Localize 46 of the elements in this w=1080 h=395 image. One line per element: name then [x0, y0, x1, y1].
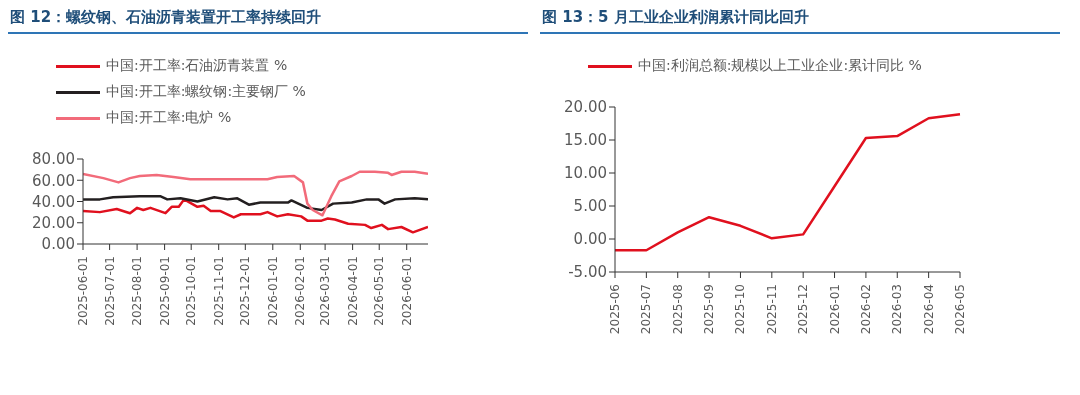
x-tick-label: 2025-08 — [670, 284, 685, 335]
y-tick-label: 10.00 — [564, 164, 607, 183]
y-tick-label: 80.00 — [32, 150, 75, 169]
legend-label: 中国:开工率:石油沥青装置 % — [106, 57, 288, 75]
y-tick-label: -5.00 — [568, 263, 607, 282]
x-tick-label: 2025-12-01 — [238, 256, 253, 326]
y-tick-label: 20.00 — [32, 214, 75, 233]
x-tick-label: 2025-11 — [764, 284, 779, 335]
chart-title: 图 12：螺纹钢、石油沥青装置开工率持续回升 — [8, 8, 528, 34]
x-tick-label: 2026-04-01 — [345, 256, 360, 326]
x-tick-label: 2026-05 — [953, 284, 967, 335]
y-tick-label: 0.00 — [573, 230, 607, 249]
x-tick-label: 2026-05-01 — [372, 256, 387, 326]
x-tick-label: 2026-01 — [827, 284, 842, 335]
x-tick-label: 2025-12 — [796, 284, 811, 335]
chart-title: 图 13：5 月工业企业利润累计同比回升 — [540, 8, 1060, 34]
x-tick-label: 2026-03 — [890, 284, 905, 335]
x-tick-label: 2025-06 — [608, 284, 622, 335]
legend-label: 中国:利润总额:规模以上工业企业:累计同比 % — [638, 57, 922, 75]
line-series — [83, 194, 428, 212]
x-tick-label: 2025-09 — [702, 284, 717, 335]
y-tick-label: 15.00 — [564, 131, 607, 150]
y-tick-label: 5.00 — [573, 197, 607, 216]
line-series — [83, 170, 428, 217]
y-tick-label: 20.00 — [564, 98, 607, 117]
x-tick-label: 2025-11-01 — [211, 256, 226, 326]
line-series — [83, 198, 428, 234]
y-tick-label: 0.00 — [41, 235, 75, 254]
x-tick-label: 2025-07 — [639, 284, 654, 335]
x-tick-label: 2026-02 — [858, 284, 873, 335]
x-tick-label: 2025-10 — [733, 284, 748, 335]
x-tick-label: 2025-10-01 — [184, 256, 199, 326]
x-tick-label: 2025-08-01 — [130, 256, 145, 326]
x-tick-label: 2025-09-01 — [157, 256, 172, 326]
line-series — [613, 113, 962, 252]
x-tick-label: 2026-06-01 — [399, 256, 414, 326]
y-tick-label: 40.00 — [32, 192, 75, 211]
legend-label: 中国:开工率:螺纹钢:主要钢厂 % — [106, 83, 306, 101]
x-tick-label: 2026-03-01 — [318, 256, 333, 326]
x-tick-label: 2025-07-01 — [102, 256, 117, 326]
y-tick-label: 60.00 — [32, 171, 75, 190]
legend-label: 中国:开工率:电炉 % — [106, 109, 232, 127]
x-tick-label: 2025-06-01 — [76, 256, 90, 326]
x-tick-label: 2026-02-01 — [293, 256, 308, 326]
x-tick-label: 2026-01-01 — [265, 256, 280, 326]
x-tick-label: 2026-04 — [921, 284, 936, 335]
